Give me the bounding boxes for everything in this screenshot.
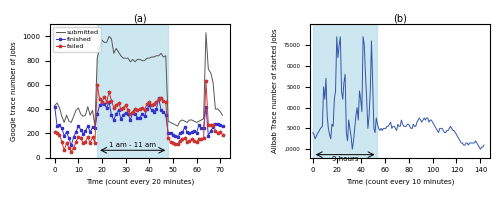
finished — [220, 125, 226, 127]
finished — [163, 114, 169, 116]
failed — [220, 133, 226, 136]
submitted — [148, 56, 154, 58]
failed — [210, 124, 216, 126]
X-axis label: Time (count every 10 minutes): Time (count every 10 minutes) — [346, 179, 455, 185]
Title: (b): (b) — [394, 14, 407, 23]
submitted — [220, 114, 226, 116]
failed — [148, 104, 154, 107]
submitted — [160, 56, 166, 58]
Line: submitted: submitted — [54, 33, 222, 126]
Bar — [313, 24, 378, 158]
Text: 9 hours: 9 hours — [332, 156, 358, 162]
finished — [210, 126, 216, 128]
Legend: submitted, finished, failed: submitted, finished, failed — [53, 27, 102, 52]
failed — [111, 107, 117, 109]
Y-axis label: Alibab Trace number of started jobs: Alibab Trace number of started jobs — [272, 29, 278, 153]
submitted — [92, 125, 98, 127]
failed — [52, 131, 58, 133]
submitted — [210, 81, 216, 84]
Text: 1 am - 11 am: 1 am - 11 am — [109, 142, 156, 148]
failed — [203, 80, 209, 82]
Line: failed: failed — [53, 79, 224, 153]
failed — [78, 137, 84, 139]
finished — [170, 133, 176, 136]
submitted — [76, 107, 82, 109]
finished — [111, 119, 117, 121]
Line: finished: finished — [54, 97, 224, 147]
Y-axis label: Google trace number of jobs: Google trace number of jobs — [10, 41, 16, 141]
failed — [168, 141, 173, 143]
finished — [52, 105, 58, 108]
failed — [160, 99, 166, 102]
submitted — [168, 121, 173, 124]
failed — [68, 150, 74, 153]
finished — [148, 109, 154, 112]
X-axis label: Time (count every 20 minutes): Time (count every 20 minutes) — [86, 179, 194, 185]
finished — [68, 144, 74, 147]
submitted — [52, 104, 58, 107]
finished — [156, 97, 162, 99]
submitted — [203, 32, 209, 34]
finished — [78, 128, 84, 131]
submitted — [111, 52, 117, 55]
Bar — [98, 24, 168, 158]
Title: (a): (a) — [133, 14, 146, 23]
